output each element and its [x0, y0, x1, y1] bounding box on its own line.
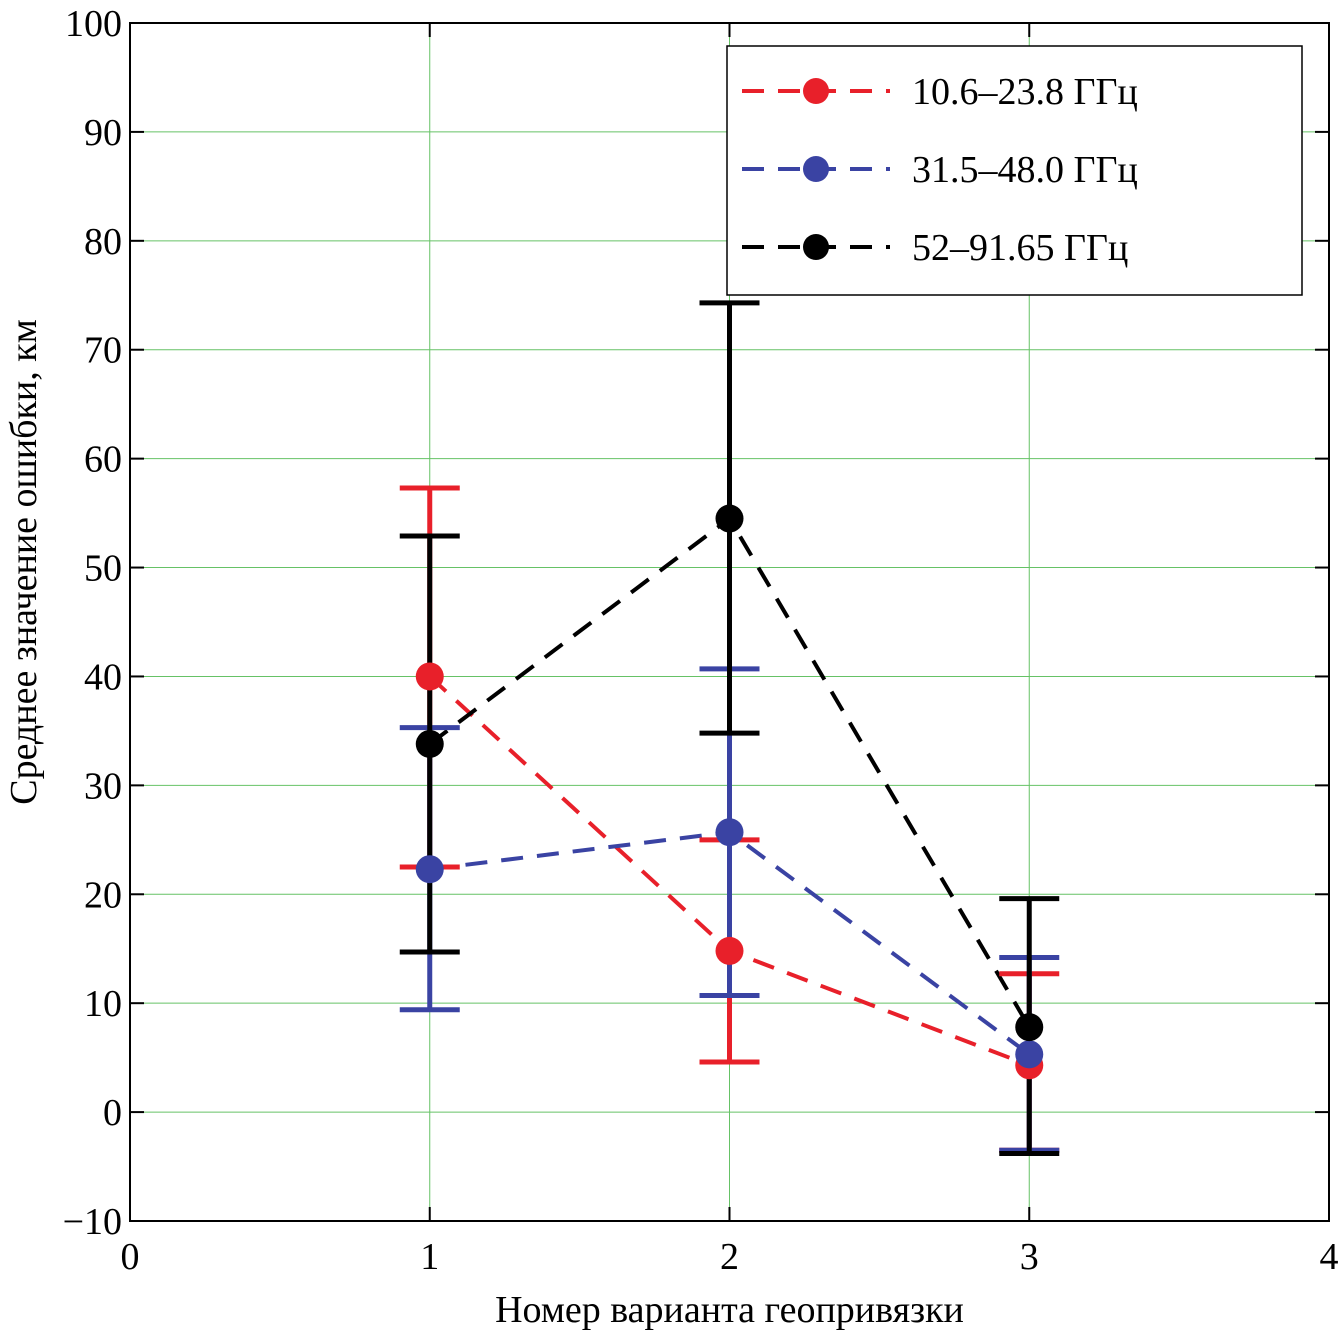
x-tick-label: 2: [720, 1236, 739, 1278]
y-tick-label: 60: [84, 439, 122, 481]
error-bars: [399, 300, 1060, 1156]
data-point-s1-2: [715, 936, 744, 965]
series-layer: [399, 300, 1060, 1156]
data-point-s1-1: [415, 662, 444, 691]
data-point-s3-1: [415, 729, 444, 758]
y-tick-label: 20: [84, 874, 122, 916]
x-tick-label: 1: [420, 1236, 439, 1278]
legend-items: 10.6–23.8 ГГц 31.5–48.0 ГГц 52–91.65 ГГц: [742, 71, 1138, 269]
legend-item-2: 31.5–48.0 ГГц: [742, 149, 1138, 191]
y-tick-label: 30: [84, 765, 122, 807]
legend-label: 10.6–23.8 ГГц: [912, 71, 1138, 113]
x-tick-label: 4: [1320, 1236, 1339, 1278]
data-point-s2-2: [715, 818, 744, 847]
legend-marker: [803, 78, 829, 104]
y-tick-label: 70: [84, 330, 122, 372]
legend-marker: [803, 156, 829, 182]
legend-label: 52–91.65 ГГц: [912, 227, 1128, 269]
data-point-s2-3: [1015, 1040, 1044, 1069]
x-tick-label: 3: [1020, 1236, 1039, 1278]
y-tick-label: 10: [84, 983, 122, 1025]
y-axis-title: Среднее значение ошибки, км: [3, 319, 45, 805]
legend-item-1: 10.6–23.8 ГГц: [742, 71, 1138, 113]
legend-marker: [803, 234, 829, 260]
y-tick-label: 40: [84, 656, 122, 698]
legend: 10.6–23.8 ГГц 31.5–48.0 ГГц 52–91.65 ГГц: [726, 45, 1303, 296]
y-tick-label: 90: [84, 112, 122, 154]
data-point-s3-3: [1015, 1013, 1044, 1042]
legend-label: 31.5–48.0 ГГц: [912, 149, 1138, 191]
y-tick-label: 80: [84, 221, 122, 263]
x-tick-label: 0: [121, 1236, 140, 1278]
legend-item-3: 52–91.65 ГГц: [742, 227, 1128, 269]
markers: [415, 504, 1044, 1080]
y-tick-label: −10: [63, 1201, 122, 1243]
y-tick-label: 100: [65, 3, 122, 45]
x-axis-title: Номер варианта геопривязки: [495, 1289, 964, 1331]
y-tick-label: 0: [103, 1092, 122, 1134]
data-point-s3-2: [715, 504, 744, 533]
y-tick-label: 50: [84, 548, 122, 590]
data-point-s2-1: [415, 855, 444, 884]
